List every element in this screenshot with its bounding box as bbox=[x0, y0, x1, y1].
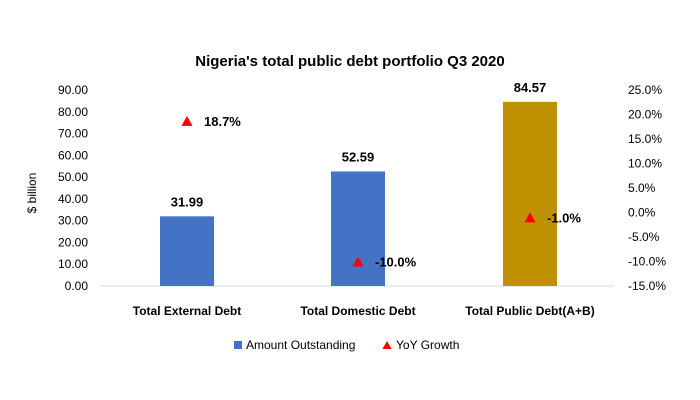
y2-tick-label: 0.0% bbox=[628, 206, 656, 220]
category-labels: Total External Debt Total Domestic Debt To… bbox=[133, 304, 595, 318]
yoy-data-label: -10.0% bbox=[375, 255, 417, 270]
category-label: Total External Debt bbox=[133, 304, 241, 318]
legend-label-yoy: YoY Growth bbox=[396, 338, 459, 352]
y-tick-label: 10.00 bbox=[58, 257, 88, 271]
bar-data-label: 84.57 bbox=[514, 80, 547, 95]
yoy-marker bbox=[524, 212, 536, 223]
y-tick-label: 50.00 bbox=[58, 170, 88, 184]
legend: Amount Outstanding YoY Growth bbox=[234, 338, 459, 352]
left-axis-ticks: 0.00 10.00 20.00 30.00 40.00 50.00 60.00 70.00 8… bbox=[58, 83, 88, 293]
chart-title: Nigeria's total public debt portfolio Q3… bbox=[195, 53, 504, 70]
y-tick-label: 60.00 bbox=[58, 148, 88, 162]
y-tick-label: 20.00 bbox=[58, 235, 88, 249]
bar-data-label: 52.59 bbox=[342, 149, 375, 164]
y-axis-label: $ billion bbox=[25, 173, 39, 214]
y2-tick-label: -15.0% bbox=[628, 279, 666, 293]
legend-label-amount: Amount Outstanding bbox=[246, 338, 355, 352]
bar-labels-group: 31.99 52.59 84.57 bbox=[171, 80, 547, 210]
y2-tick-label: 20.0% bbox=[628, 108, 662, 122]
legend-triangle-icon bbox=[382, 341, 392, 349]
y-tick-label: 80.00 bbox=[58, 105, 88, 119]
category-label: Total Domestic Debt bbox=[300, 304, 415, 318]
legend-swatch-amount bbox=[234, 341, 242, 349]
y2-tick-label: 15.0% bbox=[628, 132, 662, 146]
right-axis-ticks: -15.0% -10.0% -5.0% 0.0% 5.0% 10.0% 15.0% 20.0%… bbox=[628, 83, 666, 293]
y-tick-label: 0.00 bbox=[65, 279, 89, 293]
y2-tick-label: 5.0% bbox=[628, 181, 656, 195]
y-tick-label: 40.00 bbox=[58, 192, 88, 206]
marker-labels-group: 18.7% -10.0% -1.0% bbox=[204, 114, 581, 270]
y-tick-label: 30.00 bbox=[58, 214, 88, 228]
bar bbox=[160, 216, 214, 286]
category-label: Total Public Debt(A+B) bbox=[465, 304, 594, 318]
y2-tick-label: -5.0% bbox=[628, 230, 660, 244]
y-tick-label: 90.00 bbox=[58, 83, 88, 97]
yoy-marker bbox=[181, 115, 193, 126]
bars-group bbox=[160, 101, 557, 286]
bar bbox=[331, 171, 385, 286]
y2-tick-label: -10.0% bbox=[628, 255, 666, 269]
y2-tick-label: 25.0% bbox=[628, 83, 662, 97]
bar bbox=[503, 101, 557, 286]
bar-data-label: 31.99 bbox=[171, 194, 204, 209]
y-tick-label: 70.00 bbox=[58, 127, 88, 141]
markers-group bbox=[181, 115, 536, 267]
yoy-data-label: -1.0% bbox=[547, 210, 581, 225]
yoy-marker bbox=[352, 256, 364, 267]
y2-tick-label: 10.0% bbox=[628, 157, 662, 171]
yoy-data-label: 18.7% bbox=[204, 114, 241, 129]
